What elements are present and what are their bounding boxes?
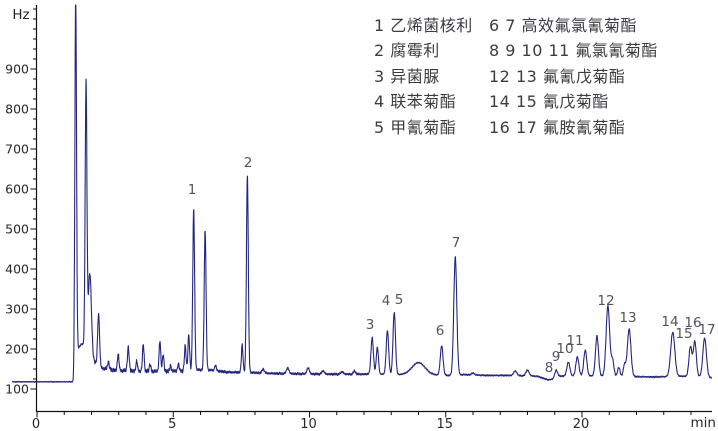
x-tick-label: 20 bbox=[573, 417, 590, 431]
legend-column-1: 1 乙烯菌核利 2 腐霉利 3 异菌脲 4 联苯菊酯 5 甲氰菊酯 bbox=[374, 13, 489, 140]
y-tick-label: 100 bbox=[5, 382, 29, 397]
y-tick-label: 300 bbox=[5, 302, 29, 317]
peak-number-label: 10 bbox=[556, 341, 573, 357]
x-tick-label: 5 bbox=[168, 417, 176, 431]
legend-column-2: 6 7 高效氟氯氰菊酯 8 9 10 11 氟氯氰菊酯 12 13 氟氰戊菊酯 14 … bbox=[489, 13, 658, 140]
y-tick-label: 400 bbox=[5, 262, 29, 277]
y-tick-label: 900 bbox=[5, 62, 29, 77]
legend-item: 16 17 氟胺氰菊酯 bbox=[489, 117, 626, 137]
x-axis-unit-label: min bbox=[691, 415, 716, 431]
peak-number-label: 11 bbox=[566, 333, 583, 349]
legend-item: 12 13 氟氰戊菊酯 bbox=[489, 66, 626, 86]
legend-item: 5 甲氰菊酯 bbox=[374, 117, 457, 137]
peak-number-label: 16 bbox=[684, 315, 701, 331]
peak-number-label: 15 bbox=[675, 326, 692, 342]
legend-item: 4 联苯菊酯 bbox=[374, 92, 457, 112]
peak-number-label: 8 bbox=[545, 360, 554, 376]
x-tick-label: 10 bbox=[300, 417, 317, 431]
peak-number-label: 17 bbox=[698, 322, 715, 338]
peak-number-label: 9 bbox=[552, 349, 561, 365]
x-tick-label: 0 bbox=[32, 417, 40, 431]
y-tick-label: 800 bbox=[5, 102, 29, 117]
y-tick-label: 500 bbox=[5, 222, 29, 237]
peak-number-label: 4 bbox=[382, 293, 391, 309]
peak-number-label: 14 bbox=[661, 314, 678, 330]
legend-item: 3 异菌脲 bbox=[374, 66, 440, 86]
chromatogram-trace bbox=[11, 4, 713, 383]
legend-item: 6 7 高效氟氯氰菊酯 bbox=[489, 16, 638, 35]
peak-number-label: 7 bbox=[452, 235, 461, 251]
legend-item: 1 乙烯菌核利 bbox=[374, 16, 473, 35]
legend-item: 8 9 10 11 氟氯氰菊酯 bbox=[489, 41, 658, 61]
peak-number-label: 2 bbox=[244, 155, 253, 171]
compound-legend: 1 乙烯菌核利 2 腐霉利 3 异菌脲 4 联苯菊酯 5 甲氰菊酯 6 7 高效氟氯氰菊… bbox=[374, 13, 658, 140]
peak-number-label: 3 bbox=[366, 317, 375, 333]
peak-number-label: 1 bbox=[188, 182, 197, 198]
y-axis-unit-label: Hz bbox=[12, 7, 29, 23]
x-tick-label: 15 bbox=[436, 417, 453, 431]
y-tick-label: 700 bbox=[5, 142, 29, 157]
legend-item: 14 15 氰戊菊酯 bbox=[489, 92, 609, 112]
legend-item: 2 腐霉利 bbox=[374, 41, 440, 61]
peak-number-label: 6 bbox=[436, 323, 445, 339]
y-tick-label: 600 bbox=[5, 182, 29, 197]
peak-number-label: 12 bbox=[597, 293, 614, 309]
peak-number-label: 5 bbox=[395, 292, 404, 308]
y-tick-label: 200 bbox=[5, 342, 29, 357]
peak-number-label: 13 bbox=[619, 310, 636, 326]
